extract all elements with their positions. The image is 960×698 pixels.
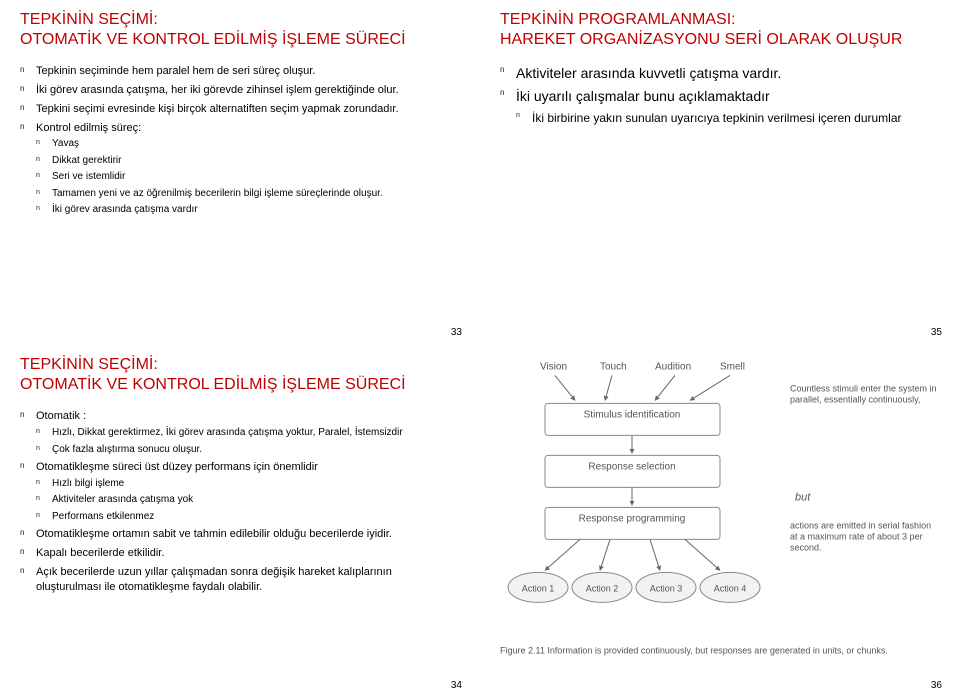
- label-smell: Smell: [720, 362, 745, 373]
- note-top: Countless stimuli enter the system in pa…: [790, 384, 940, 406]
- slide-34: TEPKİNİN SEÇİMİ: OTOMATİK VE KONTROL EDİ…: [0, 345, 480, 698]
- title-line: TEPKİNİN SEÇİMİ:: [20, 11, 158, 28]
- slide-36: Vision Touch Audition Smell Stimulus ide…: [480, 345, 960, 698]
- bullet-text: İki uyarılı çalışmalar bunu açıklamaktad…: [516, 88, 770, 104]
- title-line: OTOMATİK VE KONTROL EDİLMİŞ İŞLEME SÜREC…: [20, 376, 406, 393]
- title-line: TEPKİNİN SEÇİMİ:: [20, 356, 158, 373]
- bullet-text: Otomatikleşme ortamın sabit ve tahmin ed…: [36, 528, 392, 540]
- bullet-item: Kapalı becerilerde etkilidir.: [20, 546, 460, 561]
- bullet-text: Aktiviteler arasında kuvvetli çatışma va…: [516, 65, 781, 81]
- slide-34-title: TEPKİNİN SEÇİMİ: OTOMATİK VE KONTROL EDİ…: [20, 355, 460, 395]
- page-number: 36: [931, 679, 942, 693]
- slide-35: TEPKİNİN PROGRAMLANMASI: HAREKET ORGANİZ…: [480, 0, 960, 345]
- box-response-selection: Response selection: [588, 462, 675, 473]
- action-cloud-2: Action 2: [572, 573, 632, 603]
- sub-item: Dikkat gerektirir: [36, 154, 460, 168]
- box-stimulus: Stimulus identification: [584, 410, 681, 421]
- title-line: OTOMATİK VE KONTROL EDİLMİŞ İŞLEME SÜREC…: [20, 31, 406, 48]
- bullet-list: Aktiviteler arasında kuvvetli çatışma va…: [500, 64, 940, 106]
- sub-text: Yavaş: [52, 138, 79, 149]
- svg-text:Action 1: Action 1: [522, 584, 555, 594]
- slide-grid: TEPKİNİN SEÇİMİ: OTOMATİK VE KONTROL EDİ…: [0, 0, 960, 698]
- sub-text: Tamamen yeni ve az öğrenilmiş becerileri…: [52, 188, 383, 199]
- sub-item: Seri ve istemlidir: [36, 170, 460, 184]
- bullet-text: Tepkini seçimi evresinde kişi birçok alt…: [36, 103, 399, 115]
- bullet-item: Aktiviteler arasında kuvvetli çatışma va…: [500, 64, 940, 83]
- slide-33-title: TEPKİNİN SEÇİMİ: OTOMATİK VE KONTROL EDİ…: [20, 10, 460, 50]
- sub-item: Çok fazla alıştırma sonucu oluşur.: [36, 443, 460, 457]
- bullet-text: Açık becerilerde uzun yıllar çalışmadan …: [36, 566, 392, 593]
- action-cloud-1: Action 1: [508, 573, 568, 603]
- label-vision: Vision: [540, 362, 567, 373]
- page-number: 34: [451, 679, 462, 693]
- sub-item: İki birbirine yakın sunulan uyarıcıya te…: [516, 110, 940, 126]
- flow-diagram: Vision Touch Audition Smell Stimulus ide…: [490, 353, 950, 688]
- bullet-item: Açık becerilerde uzun yıllar çalışmadan …: [20, 565, 460, 595]
- label-touch: Touch: [600, 362, 627, 373]
- sub-text: İki birbirine yakın sunulan uyarıcıya te…: [532, 111, 902, 125]
- sub-text: Hızlı bilgi işleme: [52, 478, 124, 489]
- bullet-text: Kapalı becerilerde etkilidir.: [36, 547, 164, 559]
- sub-list: Hızlı, Dikkat gerektirmez, İki görev ara…: [36, 426, 460, 456]
- sub-text: Çok fazla alıştırma sonucu oluşur.: [52, 444, 202, 455]
- page-number: 35: [931, 326, 942, 340]
- svg-text:Action 2: Action 2: [586, 584, 619, 594]
- sub-item: Performans etkilenmez: [36, 510, 460, 524]
- bullet-item: İki uyarılı çalışmalar bunu açıklamaktad…: [500, 87, 940, 106]
- sub-list: Yavaş Dikkat gerektirir Seri ve istemlid…: [36, 137, 460, 217]
- sub-list: Hızlı bilgi işleme Aktiviteler arasında …: [36, 477, 460, 524]
- figure-caption: Figure 2.11 Information is provided cont…: [500, 646, 940, 657]
- bullet-text: İki görev arasında çatışma, her iki göre…: [36, 84, 399, 96]
- sub-item: Hızlı, Dikkat gerektirmez, İki görev ara…: [36, 426, 460, 440]
- sub-item: Tamamen yeni ve az öğrenilmiş becerileri…: [36, 187, 460, 201]
- label-but: but: [795, 492, 811, 504]
- bullet-text: Kontrol edilmiş süreç:: [36, 122, 141, 134]
- sub-text: Performans etkilenmez: [52, 511, 154, 522]
- bullet-item: Tepkinin seçiminde hem paralel hem de se…: [20, 64, 460, 79]
- svg-text:Action 3: Action 3: [650, 584, 683, 594]
- box-response-programming: Response programming: [579, 514, 686, 525]
- bullet-list: Otomatik : Hızlı, Dikkat gerektirmez, İk…: [20, 409, 460, 595]
- label-audition: Audition: [655, 362, 691, 373]
- sub-item: İki görev arasında çatışma vardır: [36, 203, 460, 217]
- note-bottom: actions are emitted in serial fashion at…: [790, 521, 940, 553]
- sub-text: Aktiviteler arasında çatışma yok: [52, 494, 193, 505]
- bullet-item: Otomatikleşme süreci üst düzey performan…: [20, 460, 460, 523]
- page-number: 33: [451, 326, 462, 340]
- slide-33: TEPKİNİN SEÇİMİ: OTOMATİK VE KONTROL EDİ…: [0, 0, 480, 345]
- bullet-item: Otomatikleşme ortamın sabit ve tahmin ed…: [20, 527, 460, 542]
- bullet-item: İki görev arasında çatışma, her iki göre…: [20, 83, 460, 98]
- svg-text:Action 4: Action 4: [714, 584, 747, 594]
- bullet-item: Otomatik : Hızlı, Dikkat gerektirmez, İk…: [20, 409, 460, 456]
- bullet-text: Otomatikleşme süreci üst düzey performan…: [36, 461, 318, 473]
- sub-text: İki görev arasında çatışma vardır: [52, 204, 198, 215]
- title-line: HAREKET ORGANİZASYONU SERİ OLARAK OLUŞUR: [500, 31, 902, 48]
- bullet-text: Otomatik :: [36, 410, 86, 422]
- sub-item: Yavaş: [36, 137, 460, 151]
- bullet-text: Tepkinin seçiminde hem paralel hem de se…: [36, 65, 315, 77]
- action-cloud-3: Action 3: [636, 573, 696, 603]
- sub-text: Hızlı, Dikkat gerektirmez, İki görev ara…: [52, 427, 403, 438]
- bullet-item: Tepkini seçimi evresinde kişi birçok alt…: [20, 102, 460, 117]
- sub-text: Dikkat gerektirir: [52, 155, 121, 166]
- sub-text: Seri ve istemlidir: [52, 171, 125, 182]
- sub-item: Hızlı bilgi işleme: [36, 477, 460, 491]
- bullet-list: Tepkinin seçiminde hem paralel hem de se…: [20, 64, 460, 217]
- slide-35-title: TEPKİNİN PROGRAMLANMASI: HAREKET ORGANİZ…: [500, 10, 940, 50]
- bullet-item: Kontrol edilmiş süreç: Yavaş Dikkat gere…: [20, 121, 460, 217]
- action-cloud-4: Action 4: [700, 573, 760, 603]
- sub-list: İki birbirine yakın sunulan uyarıcıya te…: [516, 110, 940, 126]
- sub-item: Aktiviteler arasında çatışma yok: [36, 493, 460, 507]
- title-line: TEPKİNİN PROGRAMLANMASI:: [500, 11, 736, 28]
